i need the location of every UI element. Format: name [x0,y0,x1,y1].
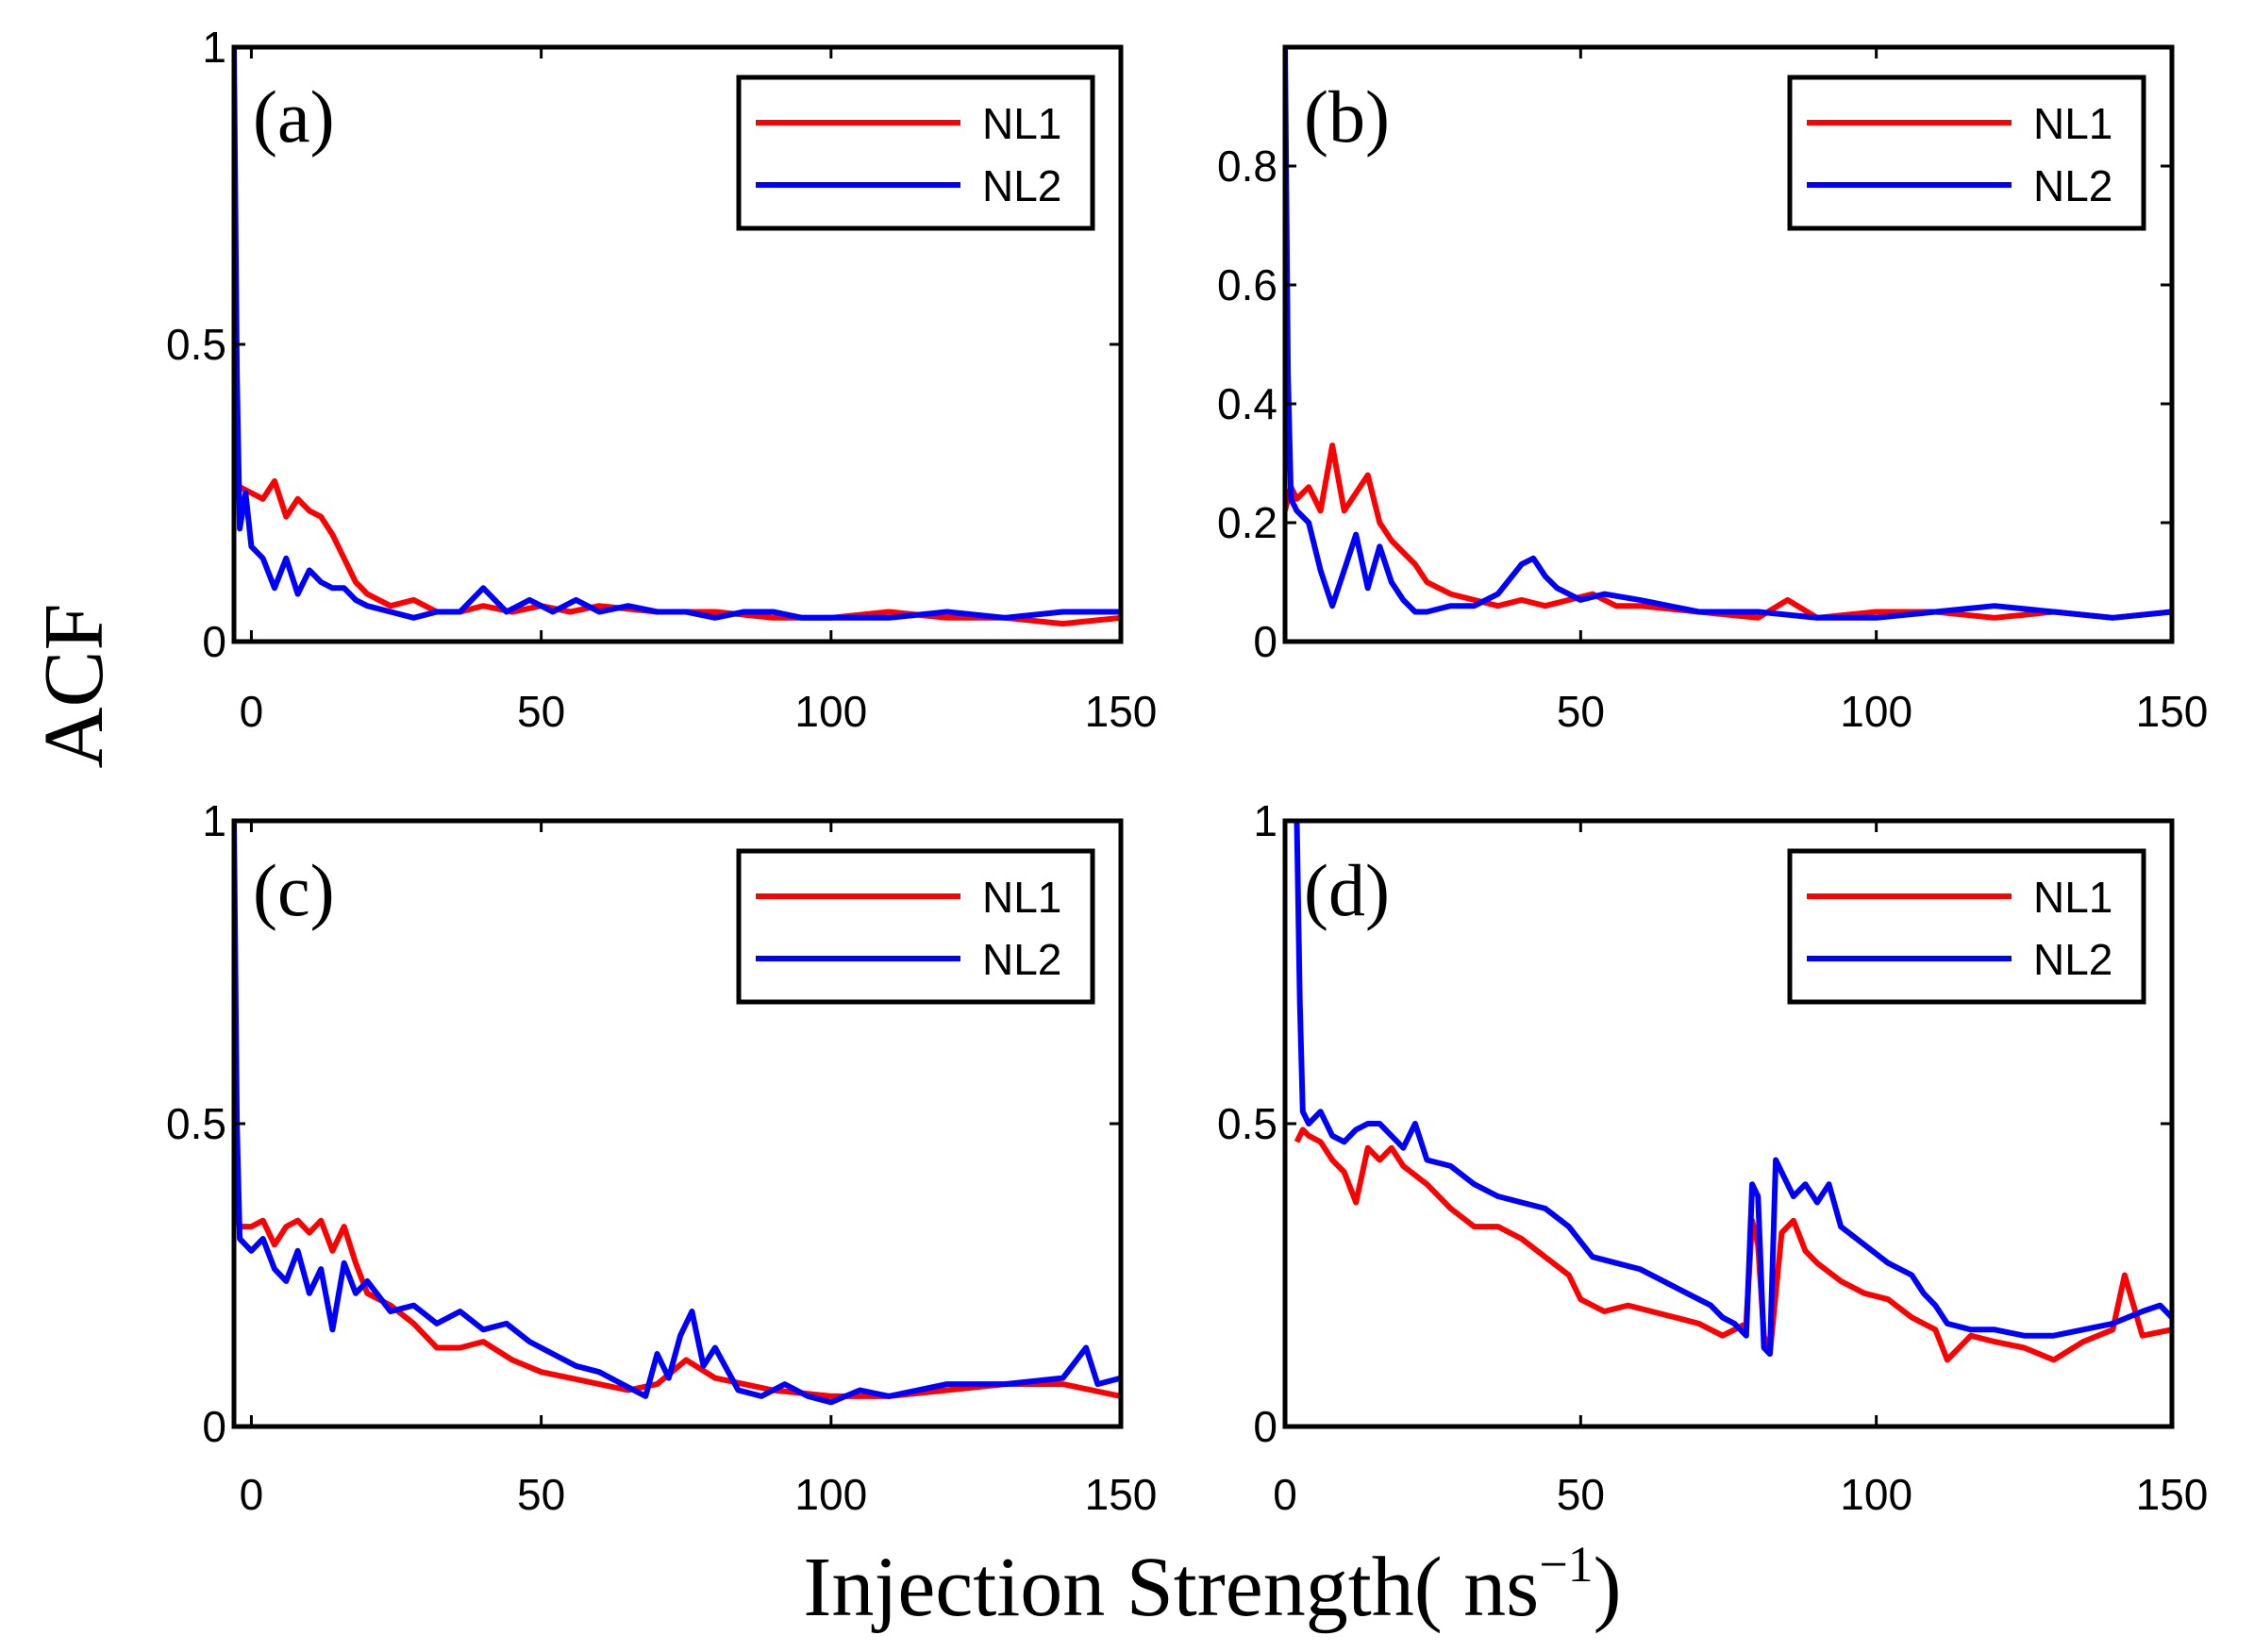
x-tick-label: 0 [240,687,264,736]
series-group [1294,821,2172,1363]
legend-label: NL2 [982,935,1061,984]
legend-label: NL1 [982,99,1061,148]
panel-tag: (c) [253,849,335,931]
y-tick-label: 0 [1253,617,1277,666]
y-tick-label: 0.5 [166,320,226,369]
x-tick-label: 150 [2136,1470,2209,1519]
y-tick-label: 0.6 [1217,260,1277,309]
x-tick-label: 150 [1085,687,1158,736]
y-tick-label: 1 [1253,796,1277,845]
legend-label: NL1 [2033,873,2112,922]
legend-label: NL2 [2033,935,2112,984]
x-tick-label: 100 [794,687,867,736]
series-line-nl1 [1294,1126,2172,1363]
legend-box [736,75,1095,231]
series-group [234,47,1121,627]
x-tick-label: 100 [1840,1470,1912,1519]
panel-tag: (b) [1304,75,1390,158]
series-line-nl2 [1294,821,2172,1357]
y-tick-label: 0.5 [1217,1099,1277,1148]
legend-label: NL2 [982,161,1061,210]
series-group [1285,47,2172,621]
y-tick-label: 0 [202,617,226,666]
y-tick-label: 0.4 [1217,379,1277,428]
x-tick-label: 50 [517,1470,565,1519]
chart-panel: 50 100 150 0 0.2 0.4 0.6 0.8 (b) NL1 NL2 [1217,44,2209,736]
legend-box [736,848,1095,1005]
x-tick-label: 0 [1273,1470,1297,1519]
plot-frame [1282,44,2175,644]
y-tick-label: 0.2 [1217,498,1277,547]
x-tick-label: 150 [1085,1470,1158,1519]
y-tick-label: 0.5 [166,1099,226,1148]
y-tick-label: 0 [202,1402,226,1451]
x-tick-label: 150 [2136,687,2209,736]
x-tick-label: 50 [1557,1470,1605,1519]
y-tick-label: 0 [1253,1402,1277,1451]
legend-box [1787,75,2146,231]
y-tick-label: 0.8 [1217,142,1277,191]
legend-label: NL1 [2033,99,2112,148]
chart-panel: 0 50 100 150 0 0.5 1 (a) NL1 NL2 [166,23,1157,736]
series-line-nl2 [1285,47,2172,621]
chart-panel: 0 50 100 150 0 0.5 1 (c) NL1 NL2 [166,796,1157,1519]
x-axis-title-main: Injection Strength( ns [803,1541,1539,1634]
y-tick-label: 1 [202,23,226,72]
series-line-nl2 [234,821,1121,1406]
x-tick-label: 100 [1840,687,1912,736]
panel-tag: (a) [253,75,335,158]
series-line-nl1 [234,468,1121,627]
chart-panel: 0 50 100 150 0 0.5 1 (d) NL1 NL2 [1217,796,2208,1519]
y-tick-label: 1 [202,796,226,845]
x-axis-title-close: ) [1594,1541,1622,1634]
x-axis-title-superscript: −1 [1539,1536,1593,1593]
legend-box [1787,848,2146,1005]
series-line-nl1 [1285,442,2172,621]
x-axis-title: Injection Strength( ns−1) [803,1536,1621,1634]
x-tick-label: 100 [794,1470,867,1519]
x-tick-label: 50 [517,687,565,736]
series-group [234,821,1121,1406]
y-axis-title: ACF [27,603,121,768]
panel-tag: (d) [1304,849,1390,931]
series-line-nl1 [234,1201,1121,1399]
x-tick-label: 0 [240,1470,264,1519]
x-tick-label: 50 [1557,687,1605,736]
legend-label: NL1 [982,873,1061,922]
series-line-nl2 [234,47,1121,621]
legend-label: NL2 [2033,161,2112,210]
